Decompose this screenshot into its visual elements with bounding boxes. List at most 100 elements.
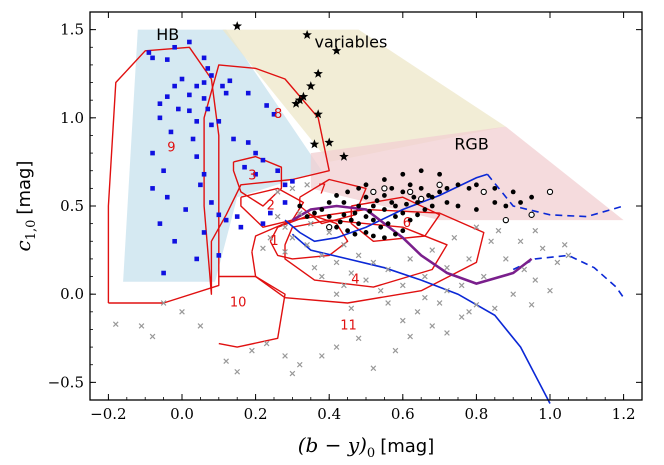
contour-label-0: 9: [167, 140, 175, 155]
point-circle-40: [304, 214, 310, 219]
point-circle-69: [426, 193, 431, 198]
point-star-4: [306, 81, 316, 91]
contours-layer: [107, 46, 485, 348]
point-circle-16: [492, 185, 498, 191]
point-square-5: [201, 55, 207, 61]
point-circle-32: [352, 231, 358, 237]
point-circle-27: [407, 217, 413, 223]
point-cross-34: [399, 282, 406, 289]
contour-3: [232, 155, 283, 207]
point-cross-17: [392, 347, 399, 354]
point-square-45: [205, 66, 211, 71]
point-cross-51: [407, 256, 413, 262]
point-cross-21: [458, 314, 465, 320]
point-circle-8: [407, 182, 413, 188]
x-tick-label-0: −0.2: [90, 405, 126, 423]
point-square-2: [164, 57, 170, 62]
point-square-21: [168, 129, 174, 135]
point-circle-48: [455, 203, 461, 209]
point-cross-24: [510, 291, 517, 298]
point-circle-42: [326, 200, 332, 205]
point-cross-64: [414, 308, 421, 315]
point-circle-65: [374, 198, 380, 204]
point-square-3: [172, 44, 177, 50]
x-tick-label-4: 0.6: [391, 405, 415, 423]
point-square-0: [146, 50, 152, 55]
point-square-14: [201, 96, 207, 101]
point-square-35: [172, 238, 177, 244]
contour-0: [107, 46, 220, 304]
point-star-2: [331, 45, 342, 55]
point-cross-40: [304, 241, 310, 248]
point-cross-9: [263, 340, 270, 347]
point-square-19: [194, 119, 200, 124]
point-circle-62: [337, 219, 343, 225]
point-cross-61: [311, 264, 318, 271]
point-cross-30: [488, 238, 494, 245]
point-circle-14: [466, 185, 472, 191]
point-square-44: [220, 83, 225, 89]
point-square-41: [242, 164, 247, 170]
point-square-39: [223, 217, 229, 223]
point-open-circle-5: [502, 216, 509, 224]
point-square-34: [201, 230, 207, 235]
x-tick-label-2: 0.2: [244, 405, 268, 423]
point-cross-63: [385, 300, 391, 306]
region-label-0: HB: [156, 25, 179, 44]
point-circle-15: [474, 182, 479, 188]
point-cross-8: [249, 347, 255, 354]
contour-label-7: 1: [270, 234, 278, 249]
point-circle-4: [370, 203, 376, 209]
point-star-3: [313, 68, 323, 78]
x-axis-label: (b − y)0 [mag]: [298, 433, 435, 461]
point-cross-28: [565, 252, 572, 259]
point-circle-26: [400, 210, 406, 216]
point-circle-12: [444, 185, 450, 191]
point-circle-53: [529, 194, 534, 200]
point-square-13: [187, 92, 192, 98]
point-circle-56: [411, 194, 417, 200]
point-square-22: [190, 136, 196, 142]
x-tick-label-3: 0.4: [317, 405, 341, 423]
point-square-11: [164, 94, 170, 99]
point-circle-20: [356, 221, 362, 227]
point-cross-57: [274, 189, 281, 195]
y-axis-unit: [mag]: [14, 161, 35, 215]
point-circle-21: [363, 214, 369, 219]
point-square-33: [157, 221, 163, 226]
point-circle-11: [437, 189, 442, 195]
contour-label-5: 7: [318, 183, 326, 198]
x-tick-label-1: 0.0: [170, 405, 194, 423]
point-circle-64: [367, 208, 373, 214]
regions-layer: [123, 29, 624, 282]
point-square-8: [194, 83, 200, 89]
point-circle-51: [503, 203, 509, 209]
point-star-5: [298, 91, 309, 101]
point-cross-74: [267, 234, 274, 241]
point-square-37: [194, 256, 200, 262]
point-circle-17: [510, 189, 516, 195]
point-circle-3: [363, 194, 369, 200]
point-circle-6: [389, 200, 395, 205]
point-cross-37: [348, 270, 355, 276]
point-cross-42: [282, 224, 288, 230]
point-circle-57: [429, 203, 435, 209]
point-square-46: [223, 90, 229, 96]
point-square-9: [179, 76, 185, 82]
point-cross-65: [436, 300, 443, 306]
region-0: [123, 29, 322, 282]
x-tick-label-6: 1.0: [538, 405, 562, 423]
point-circle-22: [370, 217, 376, 223]
point-circle-29: [422, 207, 428, 212]
point-cross-71: [528, 301, 535, 308]
point-cross-12: [296, 361, 303, 368]
point-circle-10: [429, 194, 435, 200]
region-label-1: variables: [314, 32, 387, 51]
y-axis-math: c: [11, 240, 35, 251]
point-square-59: [260, 221, 266, 226]
point-cross-72: [561, 241, 568, 248]
point-cross-10: [282, 353, 288, 359]
point-cross-32: [444, 264, 450, 271]
point-cross-23: [491, 305, 498, 312]
x-tick-label-5: 0.8: [464, 405, 488, 423]
